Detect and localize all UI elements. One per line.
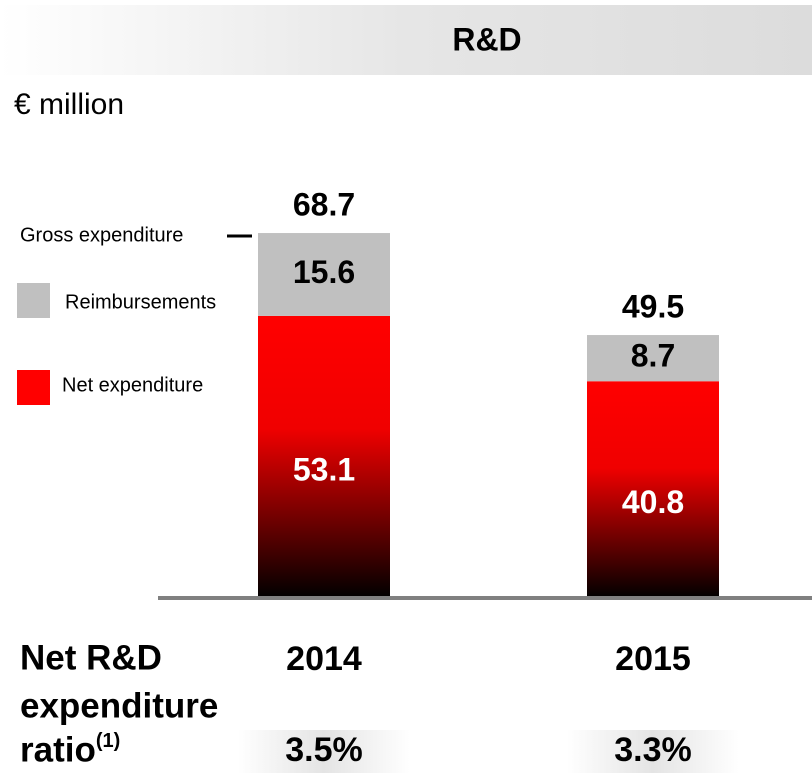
legend-swatch — [17, 370, 50, 405]
value-label: 40.8 — [622, 484, 684, 520]
value-label: 15.6 — [293, 254, 355, 290]
bar-segment — [258, 315, 390, 598]
chart-title: R&D — [452, 21, 521, 57]
ratio-label-1: Net R&D — [20, 638, 162, 677]
legend-label: Reimbursements — [65, 291, 216, 313]
ratio-note: (1) — [96, 730, 120, 752]
x-tick-label: 2014 — [286, 640, 362, 678]
x-tick-label: 2015 — [615, 640, 691, 678]
ratio-value: 3.3% — [614, 731, 692, 769]
bar-segment — [258, 233, 390, 316]
ratio-bg — [238, 730, 410, 773]
ratio-label-3: ratio(1) — [20, 730, 120, 769]
ratio-value: 3.5% — [285, 731, 363, 769]
total-label: 68.7 — [293, 186, 355, 222]
title-bar — [0, 5, 812, 75]
value-label: 8.7 — [631, 338, 675, 374]
unit-label: € million — [14, 88, 124, 121]
legend-label: Net expenditure — [62, 374, 203, 396]
value-label: 53.1 — [293, 451, 355, 487]
ratio-bg — [567, 730, 739, 773]
legend-swatch — [17, 283, 50, 318]
gross-legend: Gross expenditure — [20, 224, 183, 246]
total-label: 49.5 — [622, 288, 684, 324]
bar-segment — [587, 335, 719, 382]
ratio-label-2: expenditure — [20, 686, 218, 725]
bar-segment — [587, 381, 719, 598]
